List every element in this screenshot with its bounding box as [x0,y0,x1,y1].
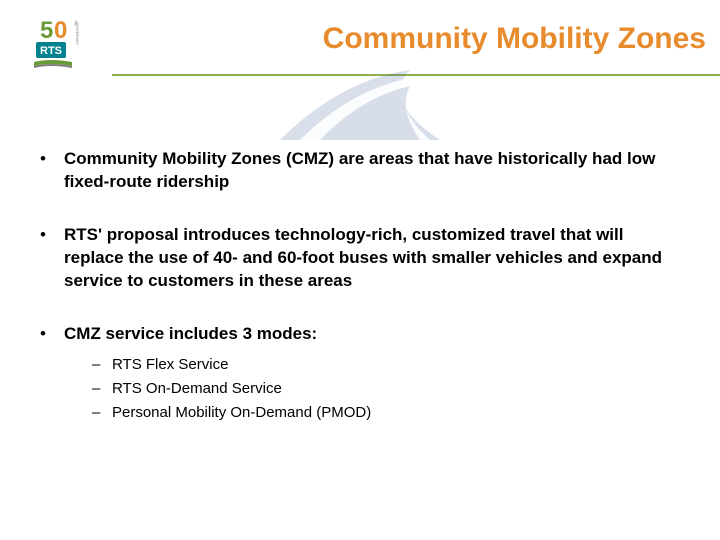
bullet-item: • Community Mobility Zones (CMZ) are are… [40,148,680,194]
sub-item: – RTS On-Demand Service [92,378,680,399]
decorative-swoosh [280,70,500,140]
sub-marker: – [92,378,112,399]
sub-text: RTS On-Demand Service [112,378,282,399]
logo-50-text: 5 [40,17,53,44]
bullet-marker: • [40,323,64,426]
sub-marker: – [92,354,112,375]
rts-logo: 5 0 TH ANNIVERSARY RTS [30,12,100,72]
slide-title: Community Mobility Zones [323,22,706,56]
logo-0-text: 0 [54,17,67,44]
slide-header: 5 0 TH ANNIVERSARY RTS Community Mobilit… [0,0,720,100]
sub-text: Personal Mobility On-Demand (PMOD) [112,402,371,423]
bullet-text: RTS' proposal introduces technology-rich… [64,224,680,293]
slide-content: • Community Mobility Zones (CMZ) are are… [40,148,680,426]
bullet-item: • CMZ service includes 3 modes: – RTS Fl… [40,323,680,426]
sub-list: – RTS Flex Service – RTS On-Demand Servi… [92,354,680,423]
bullet-item: • RTS' proposal introduces technology-ri… [40,224,680,293]
title-underline [112,74,720,76]
bullet-marker: • [40,224,64,293]
sub-item: – RTS Flex Service [92,354,680,375]
bullet-text: Community Mobility Zones (CMZ) are areas… [64,148,680,194]
logo-rts-text: RTS [40,45,62,57]
sub-text: RTS Flex Service [112,354,228,375]
sub-item: – Personal Mobility On-Demand (PMOD) [92,402,680,423]
logo-anniversary-text: ANNIVERSARY [75,22,79,46]
sub-marker: – [92,402,112,423]
bullet-marker: • [40,148,64,194]
bullet-text: CMZ service includes 3 modes: [64,323,680,346]
